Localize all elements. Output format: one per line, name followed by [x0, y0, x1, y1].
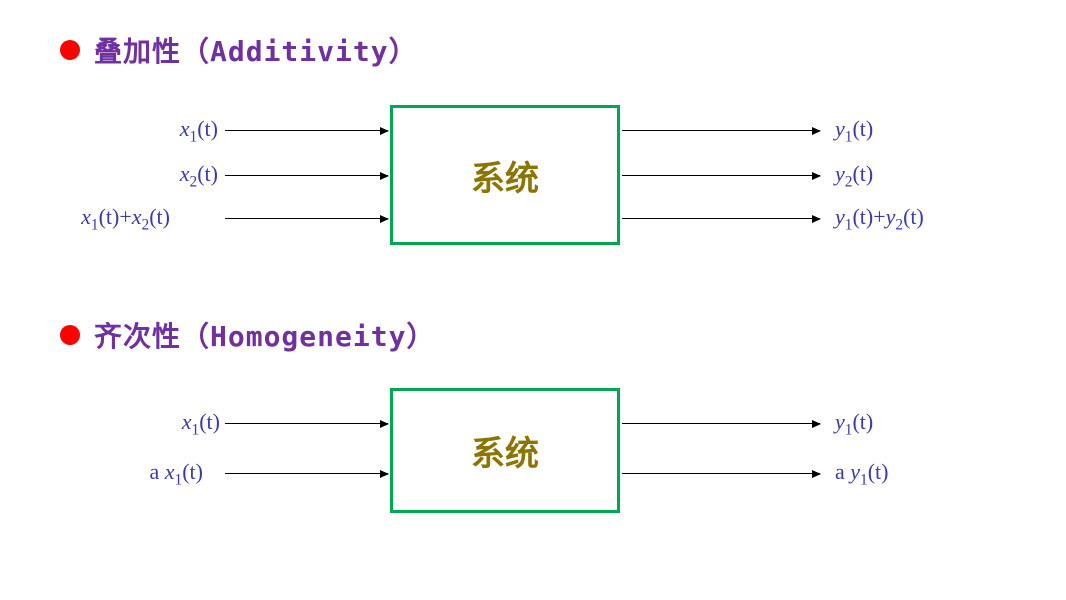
arrow-icon: [622, 175, 820, 176]
arrow-icon: [225, 423, 388, 424]
system-box: 系统: [390, 105, 620, 245]
signal-label: y1(t): [835, 409, 873, 439]
arrow-icon: [225, 175, 388, 176]
signal-label: a x1(t): [150, 459, 204, 489]
heading-text: 叠加性（Additivity）: [94, 30, 418, 70]
signal-label: y2(t): [835, 161, 873, 191]
section-heading: 叠加性（Additivity）: [60, 30, 418, 70]
system-box: 系统: [390, 388, 620, 513]
signal-label: x1(t): [180, 116, 218, 146]
arrow-icon: [622, 130, 820, 131]
arrow-icon: [622, 473, 820, 474]
signal-label: x2(t): [180, 161, 218, 191]
system-box-label: 系统: [471, 151, 539, 200]
signal-label: y1(t)+y2(t): [835, 204, 924, 234]
heading-text: 齐次性（Homogeneity）: [94, 315, 435, 355]
arrow-icon: [225, 130, 388, 131]
arrow-icon: [622, 218, 820, 219]
bullet-icon: [60, 40, 80, 60]
arrow-icon: [225, 218, 388, 219]
signal-label: y1(t): [835, 116, 873, 146]
arrow-icon: [622, 423, 820, 424]
arrow-icon: [225, 473, 388, 474]
bullet-icon: [60, 325, 80, 345]
signal-label: x1(t)+x2(t): [81, 204, 170, 234]
system-box-label: 系统: [471, 426, 539, 475]
section-heading: 齐次性（Homogeneity）: [60, 315, 435, 355]
signal-label: x1(t): [182, 409, 220, 439]
signal-label: a y1(t): [835, 459, 889, 489]
